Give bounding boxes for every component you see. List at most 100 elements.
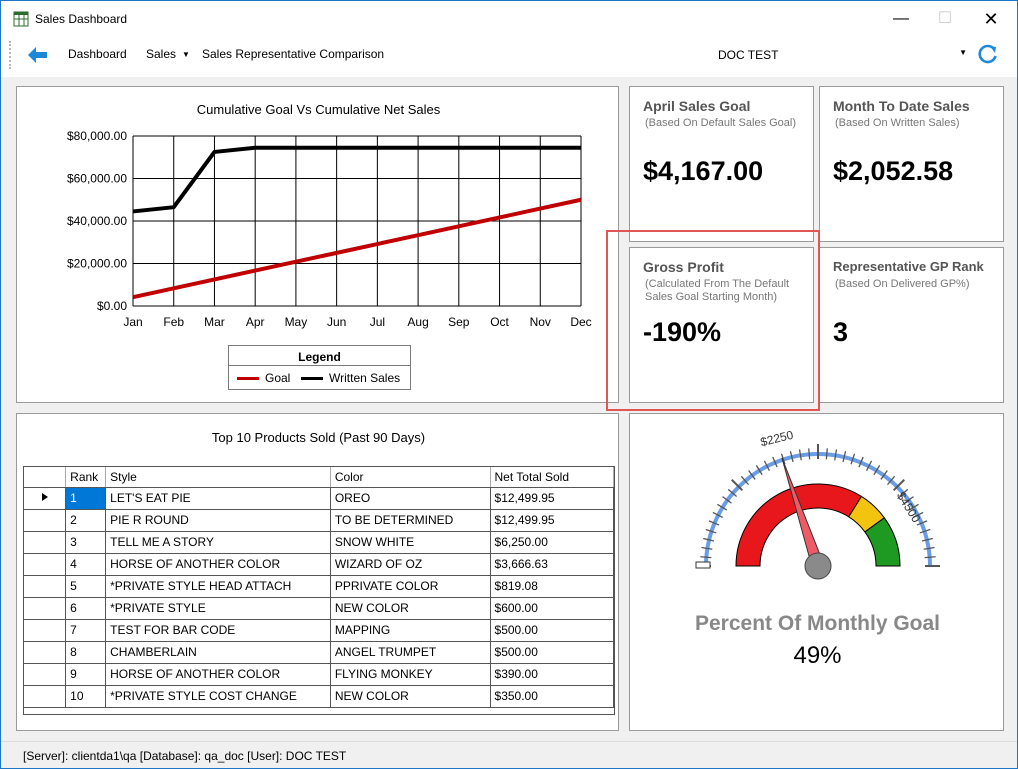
style-cell[interactable]: *PRIVATE STYLE HEAD ATTACH	[105, 575, 331, 598]
table-row[interactable]: 10 *PRIVATE STYLE COST CHANGE NEW COLOR $35…	[24, 685, 615, 708]
back-arrow-icon[interactable]	[25, 44, 51, 66]
net-total-cell[interactable]: $12,499.95	[490, 509, 615, 532]
table-row[interactable]: 9 HORSE OF ANOTHER COLOR FLYING MONKEY $390…	[24, 663, 615, 686]
table-row[interactable]: 8 CHAMBERLAIN ANGEL TRUMPET $500.00	[24, 641, 615, 664]
table-row[interactable]: 5 *PRIVATE STYLE HEAD ATTACH PPRIVATE COLO…	[24, 575, 615, 598]
refresh-icon[interactable]	[977, 43, 999, 65]
chevron-down-icon[interactable]: ▼	[182, 50, 190, 59]
table-row[interactable]: 1 LET'S EAT PIE OREO $12,499.95	[24, 487, 615, 510]
rank-cell[interactable]: 9	[65, 663, 107, 686]
rank-cell[interactable]: 7	[65, 619, 107, 642]
net-total-cell[interactable]: $12,499.95	[490, 487, 615, 510]
style-cell[interactable]: *PRIVATE STYLE	[105, 597, 331, 620]
gauge-tick-label: $4500	[894, 489, 924, 525]
color-cell[interactable]: OREO	[330, 487, 491, 510]
net-total-cell[interactable]: $500.00	[490, 619, 615, 642]
style-cell[interactable]: TEST FOR BAR CODE	[105, 619, 331, 642]
gauge: $2250 $4500	[695, 428, 940, 580]
rank-cell[interactable]: 5	[65, 575, 107, 598]
net-total-cell[interactable]: $390.00	[490, 663, 615, 686]
row-header[interactable]	[24, 487, 67, 510]
table-row[interactable]: 3 TELL ME A STORY SNOW WHITE $6,250.00	[24, 531, 615, 554]
x-tick-label: Aug	[407, 315, 428, 329]
close-button[interactable]: ✕	[983, 9, 999, 29]
row-header[interactable]	[24, 509, 67, 532]
legend-item-goal: Goal	[237, 371, 290, 385]
row-header[interactable]	[24, 663, 67, 686]
net-total-cell[interactable]: $819.08	[490, 575, 615, 598]
rank-cell[interactable]: 1	[65, 487, 107, 510]
column-header-rank[interactable]: Rank	[65, 467, 107, 488]
row-header[interactable]	[24, 641, 67, 664]
row-header[interactable]	[24, 531, 67, 554]
toolbar: Dashboard Sales ▼ Sales Representative C…	[1, 37, 1017, 77]
cumulative-chart-panel: Cumulative Goal Vs Cumulative Net Sales …	[16, 86, 619, 403]
top-products-panel: Top 10 Products Sold (Past 90 Days) Rank…	[16, 413, 619, 731]
legend-item-written: Written Sales	[301, 371, 400, 385]
color-cell[interactable]: NEW COLOR	[330, 685, 491, 708]
row-header[interactable]	[24, 685, 67, 708]
color-cell[interactable]: NEW COLOR	[330, 597, 491, 620]
rank-cell[interactable]: 10	[65, 685, 107, 708]
net-total-cell[interactable]: $600.00	[490, 597, 615, 620]
rank-cell[interactable]: 4	[65, 553, 107, 576]
gauge-tick	[924, 556, 936, 559]
table-row[interactable]: 7 TEST FOR BAR CODE MAPPING $500.00	[24, 619, 615, 642]
minimize-button[interactable]: —	[893, 10, 909, 27]
net-total-cell[interactable]: $3,666.63	[490, 553, 615, 576]
rank-cell[interactable]: 6	[65, 597, 107, 620]
color-cell[interactable]: FLYING MONKEY	[330, 663, 491, 686]
table-row[interactable]: 4 HORSE OF ANOTHER COLOR WIZARD OF OZ $3,66…	[24, 553, 615, 576]
gross-profit-tile: Gross Profit (Calculated From The Defaul…	[629, 247, 814, 403]
gauge-tick	[892, 479, 905, 492]
color-cell[interactable]: PPRIVATE COLOR	[330, 575, 491, 598]
rank-cell[interactable]: 2	[65, 509, 107, 532]
gauge-tick-label: $2250	[759, 428, 795, 450]
sales-menu[interactable]: Sales	[146, 47, 177, 61]
dashboard-menu[interactable]: Dashboard	[68, 47, 127, 61]
style-cell[interactable]: TELL ME A STORY	[105, 531, 331, 554]
style-cell[interactable]: HORSE OF ANOTHER COLOR	[105, 663, 331, 686]
column-header-net-total[interactable]: Net Total Sold	[490, 467, 615, 488]
gauge-tick	[913, 511, 924, 519]
table-row[interactable]: 6 *PRIVATE STYLE NEW COLOR $600.00	[24, 597, 615, 620]
app-icon	[13, 11, 29, 27]
net-total-cell[interactable]: $350.00	[490, 685, 615, 708]
row-header[interactable]	[24, 553, 67, 576]
gauge-tick	[834, 449, 838, 461]
y-tick-label: $40,000.00	[67, 214, 127, 228]
style-cell[interactable]: CHAMBERLAIN	[105, 641, 331, 664]
y-tick-label: $60,000.00	[67, 172, 127, 186]
sales-rep-comparison-menu[interactable]: Sales Representative Comparison	[202, 47, 385, 61]
color-cell[interactable]: ANGEL TRUMPET	[330, 641, 491, 664]
doc-select[interactable]: DOC TEST ▼	[714, 44, 971, 66]
color-cell[interactable]: WIZARD OF OZ	[330, 553, 491, 576]
style-cell[interactable]: PIE R ROUND	[105, 509, 331, 532]
table-row[interactable]: 2 PIE R ROUND TO BE DETERMINED $12,499.95	[24, 509, 615, 532]
legend-goal-label: Goal	[265, 371, 291, 385]
row-header[interactable]	[24, 597, 67, 620]
style-cell[interactable]: HORSE OF ANOTHER COLOR	[105, 553, 331, 576]
gauge-tick	[789, 451, 794, 463]
y-tick-label: $80,000.00	[67, 129, 127, 143]
column-header-color[interactable]: Color	[330, 467, 491, 488]
gauge-tick	[898, 488, 909, 498]
gross-profit-title: Gross Profit	[643, 259, 724, 275]
gauge-tick	[703, 537, 715, 542]
row-header[interactable]	[24, 575, 67, 598]
style-cell[interactable]: *PRIVATE STYLE COST CHANGE	[105, 685, 331, 708]
written-sales-series-line	[132, 145, 581, 214]
net-total-cell[interactable]: $6,250.00	[490, 531, 615, 554]
maximize-button[interactable]: ☐	[937, 10, 953, 27]
column-header-style[interactable]: Style	[105, 467, 331, 488]
color-cell[interactable]: MAPPING	[330, 619, 491, 642]
style-cell[interactable]: LET'S EAT PIE	[105, 487, 331, 510]
color-cell[interactable]: SNOW WHITE	[330, 531, 491, 554]
net-total-cell[interactable]: $500.00	[490, 641, 615, 664]
row-header[interactable]	[24, 619, 67, 642]
x-tick-label: Jul	[370, 315, 385, 329]
rank-cell[interactable]: 8	[65, 641, 107, 664]
rank-cell[interactable]: 3	[65, 531, 107, 554]
color-cell[interactable]: TO BE DETERMINED	[330, 509, 491, 532]
gauge-green-band	[864, 517, 901, 567]
